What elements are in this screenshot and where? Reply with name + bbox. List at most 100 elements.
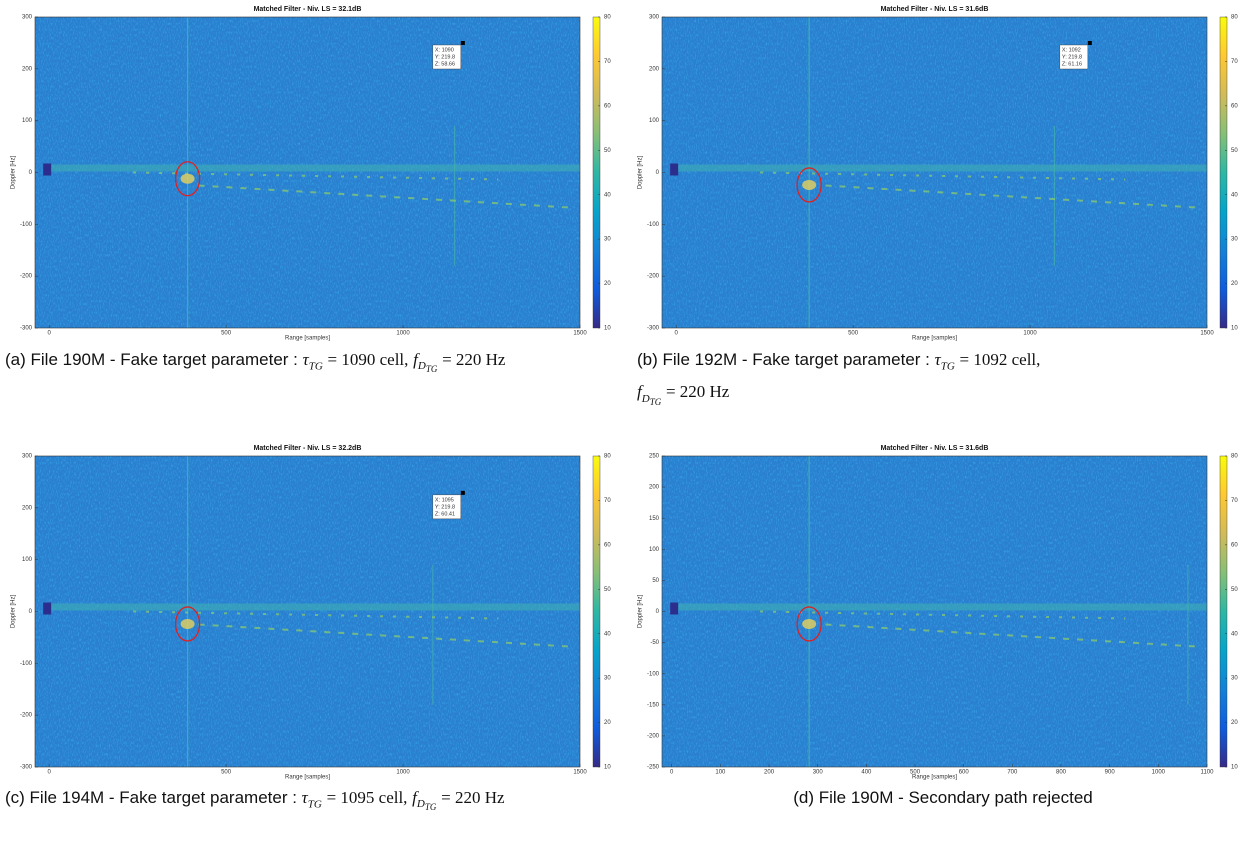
clutter-trace bbox=[760, 171, 1126, 181]
target-glow bbox=[180, 173, 195, 184]
math: = 1090 cell, bbox=[327, 350, 409, 369]
x-tick-label: 500 bbox=[221, 331, 232, 337]
y-tick-label: 200 bbox=[22, 66, 33, 72]
x-axis-label: Range [samples] bbox=[912, 775, 957, 781]
colorbar-tick-label: 30 bbox=[604, 237, 611, 243]
y-tick-label: 200 bbox=[649, 485, 660, 491]
datatip-text: Z: 61.16 bbox=[1062, 61, 1082, 67]
y-tick-label: -300 bbox=[20, 326, 33, 332]
colorbar-tick-label: 50 bbox=[604, 587, 611, 593]
colorbar-tick-label: 60 bbox=[604, 103, 611, 109]
colorbar-tick-label: 80 bbox=[1231, 15, 1238, 21]
target-circle bbox=[796, 606, 822, 642]
x-tick-label: 1100 bbox=[1201, 770, 1215, 776]
colorbar-tick-label: 60 bbox=[1231, 103, 1238, 109]
y-tick-label: 100 bbox=[649, 547, 660, 553]
colorbar-tick-label: 10 bbox=[604, 326, 611, 332]
math: = 1092 cell, bbox=[959, 350, 1041, 369]
colorbar bbox=[592, 455, 601, 768]
y-tick-label: 300 bbox=[649, 15, 660, 21]
caption-text: (c) File 194M - Fake target parameter : bbox=[5, 788, 297, 807]
colorbar-tick-label: 20 bbox=[1231, 281, 1238, 287]
y-tick-label: -100 bbox=[20, 661, 33, 667]
plot-title: Matched Filter - Niv. LS = 31.6dB bbox=[881, 6, 989, 13]
target-glow bbox=[802, 179, 817, 190]
y-tick-label: -250 bbox=[647, 765, 660, 771]
y-tick-label: -300 bbox=[647, 326, 660, 332]
colorbar-tick-label: 70 bbox=[604, 498, 611, 504]
zero-doppler-band bbox=[45, 164, 580, 172]
math: TG bbox=[649, 396, 662, 407]
math: TG bbox=[307, 798, 322, 811]
clutter-trace bbox=[133, 610, 499, 620]
math: τ bbox=[934, 350, 941, 369]
x-tick-label: 700 bbox=[1007, 770, 1018, 776]
spectrogram-noise bbox=[662, 17, 1207, 328]
datatip-marker bbox=[460, 490, 465, 495]
panel: Matched Filter - Niv. LS = 31.6dB Range [… bbox=[638, 445, 1239, 781]
datatip-text: X: 1090 bbox=[435, 47, 454, 53]
y-axis-label: Doppler [Hz] bbox=[638, 595, 644, 629]
panel: Matched Filter - Niv. LS = 32.2dB Range [… bbox=[11, 445, 612, 781]
colorbar-tick-label: 30 bbox=[1231, 676, 1238, 682]
colorbar-tick-label: 80 bbox=[604, 15, 611, 21]
plot-title: Matched Filter - Niv. LS = 31.6dB bbox=[881, 445, 989, 452]
x-axis-label: Range [samples] bbox=[285, 336, 330, 342]
colorbar-tick-label: 80 bbox=[604, 454, 611, 460]
y-tick-label: -200 bbox=[647, 274, 660, 280]
x-axis-label: Range [samples] bbox=[285, 775, 330, 781]
datatip-box bbox=[1059, 44, 1089, 70]
x-tick-label: 1500 bbox=[573, 331, 587, 337]
y-axis-label: Doppler [Hz] bbox=[11, 156, 17, 190]
y-tick-label: 200 bbox=[22, 505, 33, 511]
x-tick-label: 500 bbox=[221, 770, 232, 776]
math: f bbox=[412, 788, 417, 807]
math: D bbox=[641, 392, 650, 405]
y-tick-label: 50 bbox=[652, 578, 659, 584]
x-tick-label: 200 bbox=[764, 770, 775, 776]
target-circle bbox=[796, 167, 822, 203]
caption-text: (d) File 190M - Secondary path rejected bbox=[793, 788, 1093, 807]
caption: (b) File 192M - Fake target parameter : … bbox=[637, 347, 1249, 415]
x-tick-label: 1000 bbox=[396, 331, 410, 337]
caption: (a) File 190M - Fake target parameter : … bbox=[5, 347, 617, 383]
colorbar-tick-label: 80 bbox=[1231, 454, 1238, 460]
y-tick-label: -100 bbox=[647, 671, 660, 677]
panel: Matched Filter - Niv. LS = 31.6dB Range [… bbox=[638, 6, 1239, 342]
y-axis-label: Doppler [Hz] bbox=[638, 156, 644, 190]
y-tick-label: -100 bbox=[647, 222, 660, 228]
colorbar-tick-label: 40 bbox=[604, 631, 611, 637]
x-tick-label: 500 bbox=[848, 331, 859, 337]
y-tick-label: 100 bbox=[649, 118, 660, 124]
clutter-trace bbox=[825, 623, 1197, 648]
colorbar-tick-label: 50 bbox=[1231, 587, 1238, 593]
datatip-box bbox=[432, 494, 462, 520]
clutter-trace bbox=[133, 171, 499, 181]
spectrogram-noise bbox=[35, 456, 580, 767]
datatip-text: X: 1092 bbox=[1062, 47, 1081, 53]
x-axis-label: Range [samples] bbox=[912, 336, 957, 342]
datatip-text: Y: 219.8 bbox=[435, 54, 455, 60]
x-tick-label: 0 bbox=[47, 331, 51, 337]
colorbar-tick-label: 50 bbox=[604, 148, 611, 154]
colorbar-tick-label: 20 bbox=[1231, 720, 1238, 726]
datatip-text: Z: 60.41 bbox=[435, 511, 455, 517]
colorbar-tick-label: 40 bbox=[1231, 192, 1238, 198]
x-tick-label: 1500 bbox=[1200, 331, 1214, 337]
math: TG bbox=[424, 802, 437, 813]
y-tick-label: -50 bbox=[650, 640, 659, 646]
y-tick-label: -300 bbox=[20, 765, 33, 771]
y-tick-label: 0 bbox=[29, 170, 33, 176]
math: τ bbox=[302, 350, 309, 369]
y-axis-label: Doppler [Hz] bbox=[11, 595, 17, 629]
colorbar bbox=[592, 16, 601, 329]
y-tick-label: 250 bbox=[649, 454, 660, 460]
x-tick-label: 100 bbox=[715, 770, 726, 776]
zero-doppler-band bbox=[45, 603, 580, 611]
y-tick-label: -200 bbox=[647, 733, 660, 739]
y-tick-label: 100 bbox=[22, 557, 33, 563]
zero-doppler-band bbox=[672, 603, 1207, 611]
y-tick-label: 0 bbox=[656, 170, 660, 176]
caption-text: (a) File 190M - Fake target parameter : bbox=[5, 350, 298, 369]
